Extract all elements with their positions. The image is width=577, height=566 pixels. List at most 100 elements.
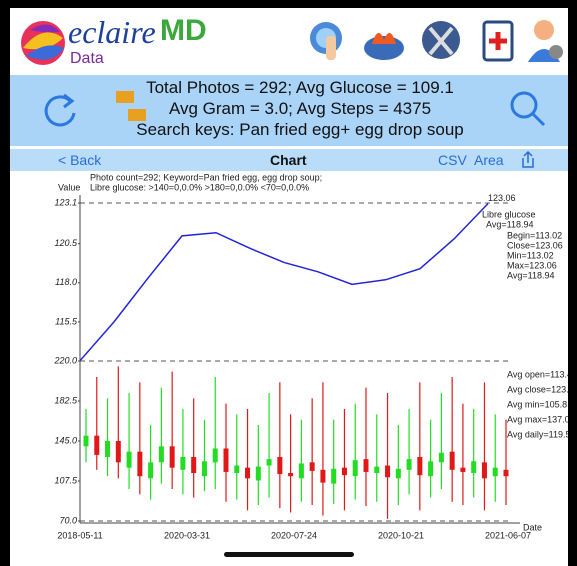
app-header: eclaire MD Data: [10, 8, 568, 75]
candle-body: [126, 451, 132, 468]
y-tick-label: 115.5: [55, 316, 78, 326]
candle-body: [245, 467, 251, 479]
summary-bar: Total Photos = 292; Avg Glucose = 109.1 …: [10, 75, 568, 146]
candle-body: [417, 457, 423, 476]
candle-body: [180, 457, 186, 470]
stat-line: Min=113.02: [507, 250, 554, 260]
chart: Photo count=292; Keyword=Pan fried egg, …: [53, 172, 568, 540]
candle-body: [255, 466, 261, 481]
x-tick-label: 2020-03-31: [164, 530, 210, 540]
candle-body: [266, 459, 272, 466]
csv-button[interactable]: CSV: [438, 152, 467, 168]
chart-note: Photo count=292; Keyword=Pan fried egg, …: [90, 172, 322, 182]
candle-body: [471, 461, 477, 473]
candle-body: [83, 435, 89, 447]
candle-body: [492, 467, 498, 477]
y-tick-label: 145.0: [54, 435, 77, 445]
x-tick-label: 2021-06-07: [485, 530, 531, 540]
x-tick-label: 2020-10-21: [378, 530, 424, 540]
candle-body: [137, 451, 143, 477]
candle-body: [115, 441, 121, 463]
nav-bar: < Back Chart CSV Area: [10, 149, 568, 171]
candle-body: [428, 461, 434, 477]
logo-md: MD: [160, 14, 207, 47]
legend-entry: Libre glucose: [482, 209, 536, 219]
avg-label: Avg=118.94: [486, 219, 533, 229]
summary-line: Avg Gram = 3.0; Avg Steps = 4375: [168, 99, 432, 118]
candle-body: [395, 468, 401, 479]
logo-text: eclaire: [68, 14, 156, 50]
utensil-icon[interactable]: [422, 21, 460, 59]
candle-body: [169, 446, 175, 468]
y-tick-label: 120.5: [54, 238, 78, 248]
candle-body: [331, 468, 337, 484]
candle-body: [449, 451, 455, 470]
candle-body: [148, 462, 154, 479]
stat-line: Avg open=113.4: [507, 369, 568, 379]
touch-icon[interactable]: [310, 22, 342, 60]
candle-body: [481, 462, 487, 479]
stat-line: Avg=118.94: [507, 270, 554, 280]
glucose-line: [79, 203, 489, 362]
folder-icon: [116, 91, 146, 121]
candle-body: [277, 457, 283, 475]
candle-body: [234, 465, 240, 473]
nav-title: Chart: [270, 152, 307, 168]
candle-body: [341, 467, 347, 476]
stat-line: Avg max=137.0: [507, 414, 568, 424]
stat-line: Avg daily=119.5: [507, 429, 568, 439]
candle-body: [201, 461, 207, 477]
candle-body: [94, 435, 100, 455]
stat-line: Avg min=105.8: [507, 399, 567, 409]
candle-body: [503, 469, 509, 477]
summary-line: Search keys: Pan fried egg+ egg drop sou…: [136, 120, 464, 139]
candle-body: [363, 459, 369, 472]
doctor-icon[interactable]: [528, 20, 563, 62]
y-tick-label: 118.0: [55, 277, 77, 287]
clipboard-icon[interactable]: [482, 20, 514, 62]
stat-line: Avg close=123.1: [507, 384, 568, 394]
candle-body: [288, 473, 294, 477]
logo-sub: Data: [70, 50, 104, 67]
y-tick-label: 123.1: [54, 197, 77, 207]
x-tick-label: 2020-07-24: [271, 530, 317, 540]
home-indicator: [224, 552, 354, 557]
end-label: 123.06: [488, 193, 516, 203]
summary-line: Total Photos = 292; Avg Glucose = 109.1: [146, 78, 454, 97]
candle-body: [320, 469, 326, 483]
candle-body: [298, 463, 304, 479]
candle-body: [105, 441, 111, 457]
toolbar-icons: [310, 20, 563, 62]
candle-body: [385, 465, 391, 478]
stat-line: Max=123.06: [507, 260, 557, 270]
y-tick-label: 182.5: [54, 395, 78, 405]
y-tick-label: 107.5: [54, 475, 78, 485]
refresh-button[interactable]: [40, 91, 80, 131]
x-axis-label: Date: [523, 522, 542, 532]
stat-line: Begin=113.02: [507, 230, 562, 240]
candle-body: [191, 457, 197, 473]
candle-body: [158, 446, 164, 463]
logo-icon: [21, 21, 65, 65]
candle-body: [460, 467, 466, 472]
cook-icon[interactable]: [364, 32, 404, 60]
screen: eclaire MD Data Total Photos = 292; Avg …: [10, 8, 568, 566]
area-button[interactable]: Area: [474, 152, 504, 168]
candle-body: [309, 462, 315, 471]
y-tick-label: 70.0: [59, 515, 77, 525]
y-tick-label: 220.0: [53, 355, 77, 365]
candle-body: [223, 448, 229, 472]
search-button[interactable]: [508, 89, 548, 129]
x-tick-label: 2018-05-11: [57, 530, 102, 540]
candle-body: [406, 459, 412, 470]
candle-body: [374, 466, 380, 473]
candle-body: [212, 448, 218, 463]
stat-line: Close=123.06: [507, 240, 563, 250]
back-button[interactable]: < Back: [58, 152, 102, 168]
share-button[interactable]: [520, 151, 536, 169]
candle-body: [438, 452, 444, 463]
y-axis-label: Value: [58, 182, 80, 192]
candle-body: [352, 460, 358, 477]
chart-note: Libre glucose: >140=0,0.0% >180=0,0.0% <…: [90, 182, 309, 192]
